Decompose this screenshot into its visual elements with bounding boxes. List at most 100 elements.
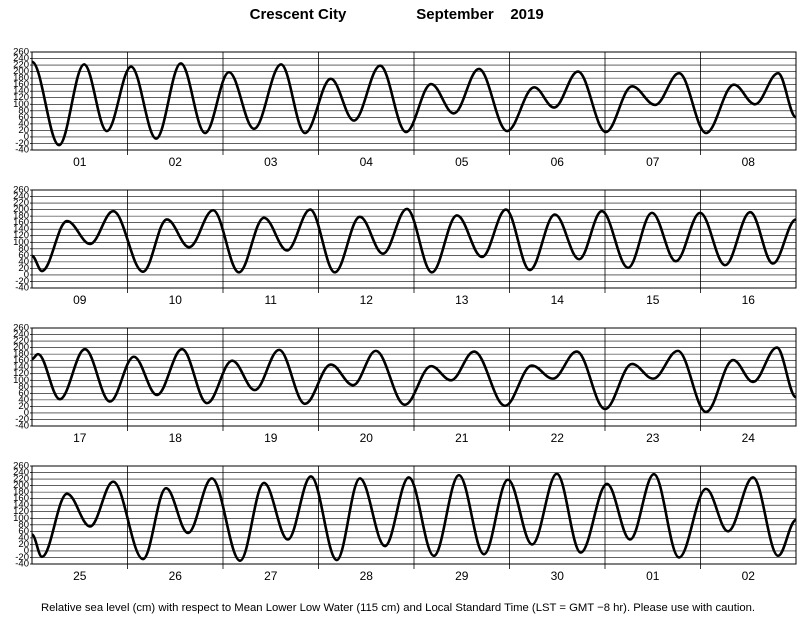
y-tick-label: 180: [13, 211, 29, 222]
day-label: 23: [646, 431, 660, 445]
day-label: 01: [73, 155, 87, 169]
plot-frame: [31, 465, 797, 565]
day-label: 01: [646, 569, 660, 583]
y-tick-label: 60: [18, 526, 29, 537]
y-tick-label: 0: [24, 131, 29, 142]
y-tick-label: 0: [24, 407, 29, 418]
y-tick-label: 40: [18, 394, 29, 405]
y-tick-label: 0: [24, 269, 29, 280]
y-tick-label: 120: [13, 506, 29, 517]
day-label: 16: [742, 293, 756, 307]
y-tick-label: -20: [15, 552, 29, 563]
y-tick-label: -20: [15, 138, 29, 149]
y-tick-label: 20: [18, 125, 29, 136]
plot-frame: [31, 189, 797, 289]
y-tick-label: 260: [13, 185, 29, 196]
plot-frame: [31, 51, 797, 151]
day-label: 10: [169, 293, 183, 307]
day-label: 30: [551, 569, 565, 583]
day-label: 19: [264, 431, 278, 445]
y-tick-label: 260: [13, 323, 29, 334]
day-label: 25: [73, 569, 87, 583]
y-tick-label: 40: [18, 118, 29, 129]
day-label: 17: [73, 431, 87, 445]
y-tick-label: 80: [18, 519, 29, 530]
y-tick-label: 180: [13, 73, 29, 84]
y-tick-label: 160: [13, 79, 29, 90]
y-tick-label: 200: [13, 480, 29, 491]
footer-note: Relative sea level (cm) with respect to …: [41, 602, 755, 614]
y-tick-label: -20: [15, 276, 29, 287]
y-tick-label: 60: [18, 250, 29, 261]
y-tick-label: 80: [18, 381, 29, 392]
day-label: 11: [265, 293, 278, 307]
y-tick-label: 260: [13, 47, 29, 58]
tide-curve: [31, 60, 798, 147]
y-tick-label: -40: [15, 421, 29, 432]
y-tick-label: 60: [18, 112, 29, 123]
y-tick-label: 120: [13, 368, 29, 379]
y-tick-label: 200: [13, 204, 29, 215]
y-tick-label: 120: [13, 230, 29, 241]
y-tick-label: 20: [18, 539, 29, 550]
day-label: 26: [169, 569, 183, 583]
y-tick-label: 240: [13, 53, 29, 64]
y-tick-label: -40: [15, 283, 29, 294]
y-tick-label: 240: [13, 329, 29, 340]
y-tick-label: 240: [13, 467, 29, 478]
day-label: 13: [455, 293, 469, 307]
y-tick-label: 160: [13, 493, 29, 504]
y-tick-label: 140: [13, 224, 29, 235]
day-label: 03: [264, 155, 278, 169]
day-label: 27: [264, 569, 278, 583]
day-label: 07: [646, 155, 660, 169]
y-tick-label: 100: [13, 375, 29, 386]
y-tick-label: 100: [13, 513, 29, 524]
y-tick-label: 180: [13, 487, 29, 498]
y-tick-label: 0: [24, 545, 29, 556]
day-label: 06: [551, 155, 565, 169]
y-tick-label: 80: [18, 243, 29, 254]
day-label: 20: [360, 431, 374, 445]
y-tick-label: 40: [18, 256, 29, 267]
day-label: 05: [455, 155, 469, 169]
day-label: 29: [455, 569, 469, 583]
y-tick-label: 40: [18, 532, 29, 543]
day-label: 02: [742, 569, 756, 583]
y-tick-label: -20: [15, 414, 29, 425]
day-label: 22: [551, 431, 565, 445]
title-station: Crescent City: [250, 6, 347, 23]
y-tick-label: 120: [13, 92, 29, 103]
day-label: 21: [455, 431, 469, 445]
y-tick-label: 220: [13, 198, 29, 209]
y-tick-label: 140: [13, 362, 29, 373]
y-tick-label: 220: [13, 60, 29, 71]
day-label: 14: [551, 293, 565, 307]
y-tick-label: 100: [13, 99, 29, 110]
y-tick-label: 220: [13, 474, 29, 485]
y-tick-label: 200: [13, 66, 29, 77]
y-tick-label: 140: [13, 86, 29, 97]
y-tick-label: 100: [13, 237, 29, 248]
day-label: 12: [360, 293, 374, 307]
y-tick-label: 240: [13, 191, 29, 202]
y-tick-label: 160: [13, 355, 29, 366]
title-month: September: [416, 6, 494, 23]
day-label: 09: [73, 293, 87, 307]
y-tick-label: 260: [13, 461, 29, 472]
y-tick-label: 140: [13, 500, 29, 511]
y-tick-label: -40: [15, 559, 29, 570]
day-label: 18: [169, 431, 183, 445]
day-label: 28: [360, 569, 374, 583]
day-label: 08: [742, 155, 756, 169]
day-label: 15: [646, 293, 660, 307]
plot-frame: [31, 327, 797, 427]
y-tick-label: 180: [13, 349, 29, 360]
y-tick-label: -40: [15, 145, 29, 156]
tide-curve: [31, 346, 798, 414]
y-tick-label: 220: [13, 336, 29, 347]
y-tick-label: 20: [18, 401, 29, 412]
tide-curve: [31, 207, 797, 274]
